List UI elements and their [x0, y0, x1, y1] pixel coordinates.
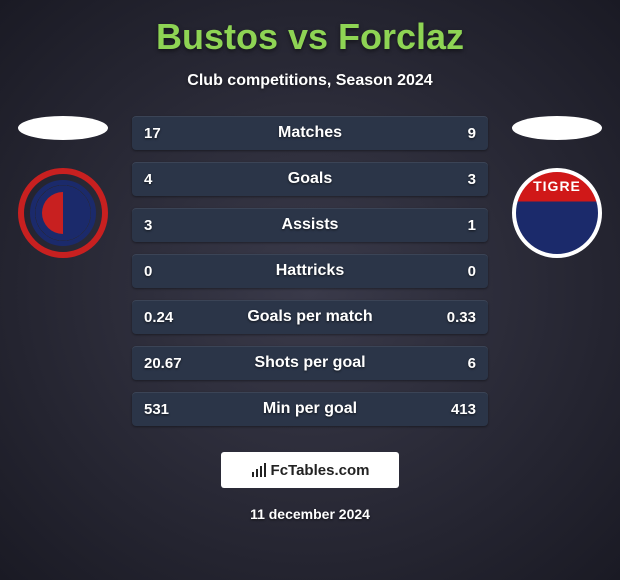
stat-right-value: 1	[406, 217, 476, 234]
stat-row: 0 Hattricks 0	[132, 254, 488, 288]
stat-right-value: 6	[406, 355, 476, 372]
stat-left-value: 4	[144, 171, 214, 188]
club-badge-right-text: TIGRE	[516, 178, 598, 194]
club-badge-left	[18, 168, 108, 258]
stat-left-value: 20.67	[144, 355, 214, 372]
stats-table: 17 Matches 9 4 Goals 3 3 Assists 1 0 Hat…	[118, 116, 502, 438]
stat-label: Goals per match	[214, 308, 406, 326]
stat-left-value: 17	[144, 125, 214, 142]
page-title: Bustos vs Forclaz	[0, 16, 620, 58]
stat-right-value: 0	[406, 263, 476, 280]
stat-row: 3 Assists 1	[132, 208, 488, 242]
stat-right-value: 0.33	[406, 309, 476, 326]
source-logo-text: FcTables.com	[271, 462, 370, 479]
source-logo: FcTables.com	[221, 452, 399, 488]
stat-row: 17 Matches 9	[132, 116, 488, 150]
stat-label: Min per goal	[214, 400, 406, 418]
stat-left-value: 0	[144, 263, 214, 280]
stat-label: Hattricks	[214, 262, 406, 280]
stat-row: 531 Min per goal 413	[132, 392, 488, 426]
stat-label: Matches	[214, 124, 406, 142]
stat-row: 4 Goals 3	[132, 162, 488, 196]
club-badge-right: TIGRE	[512, 168, 602, 258]
stat-label: Assists	[214, 216, 406, 234]
page-subtitle: Club competitions, Season 2024	[0, 72, 620, 90]
chart-icon	[251, 462, 267, 478]
stat-left-value: 0.24	[144, 309, 214, 326]
stat-row: 20.67 Shots per goal 6	[132, 346, 488, 380]
player-left-silhouette	[18, 116, 108, 140]
infographic-container: Bustos vs Forclaz Club competitions, Sea…	[0, 0, 620, 580]
stat-right-value: 9	[406, 125, 476, 142]
stat-left-value: 3	[144, 217, 214, 234]
stat-row: 0.24 Goals per match 0.33	[132, 300, 488, 334]
player-right-silhouette	[512, 116, 602, 140]
footer-date: 11 december 2024	[0, 506, 620, 522]
player-left-column	[8, 116, 118, 438]
stat-right-value: 3	[406, 171, 476, 188]
content-row: 17 Matches 9 4 Goals 3 3 Assists 1 0 Hat…	[0, 116, 620, 438]
player-right-column: TIGRE	[502, 116, 612, 438]
stat-right-value: 413	[406, 401, 476, 418]
stat-label: Goals	[214, 170, 406, 188]
stat-left-value: 531	[144, 401, 214, 418]
stat-label: Shots per goal	[214, 354, 406, 372]
